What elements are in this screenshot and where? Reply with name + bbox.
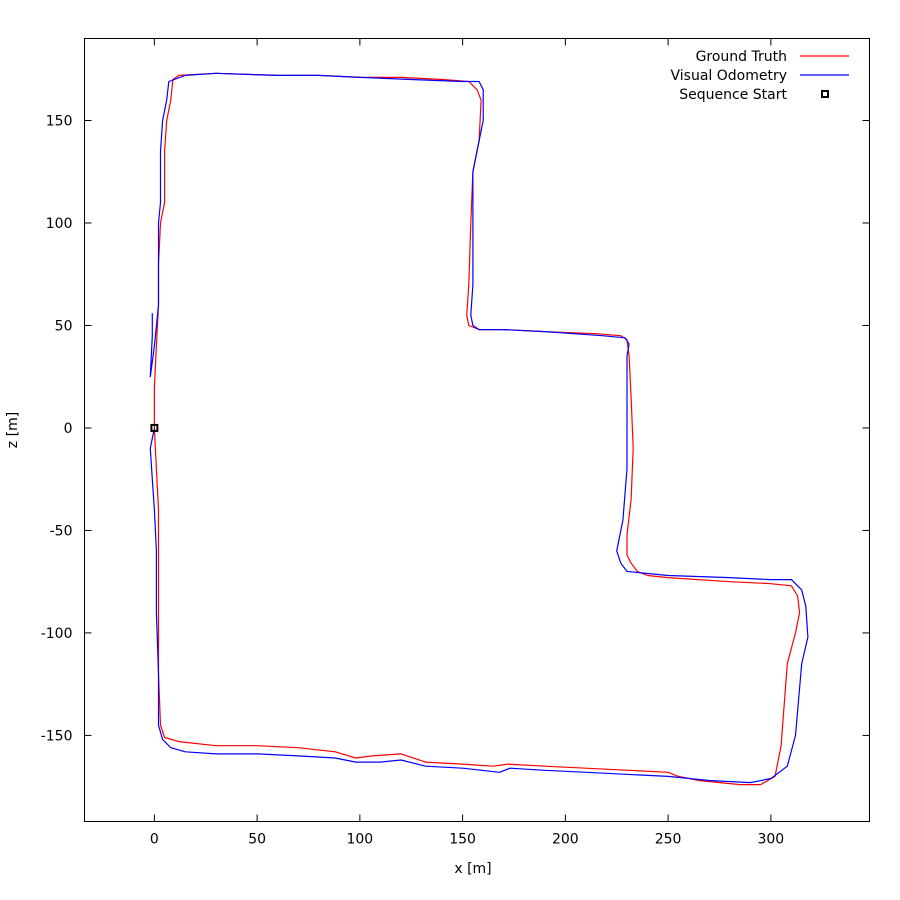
legend-swatch-sequence-start: [821, 90, 829, 98]
series-layer: [149, 72, 809, 786]
x-tick-label: 150: [449, 832, 476, 848]
x-tick-label: 300: [757, 832, 784, 848]
y-tick-label: 100: [46, 216, 73, 232]
x-tick-label: 50: [248, 832, 266, 848]
x-tick-label: 200: [552, 832, 579, 848]
y-tick-label: -50: [50, 523, 73, 539]
plot-frame: [84, 38, 870, 822]
y-tick-label: 150: [46, 113, 73, 129]
x-tick-label: 250: [655, 832, 682, 848]
series-line-visual-odometry: [149, 72, 809, 784]
y-axis-label: z [m]: [5, 412, 21, 448]
x-axis-label: x [m]: [454, 861, 491, 877]
axis-ticks: 0 50 100 150 200 250 300 -150 -100 -50 0 50 100 150: [41, 38, 870, 848]
marker-sequence-start: [150, 423, 159, 432]
y-tick-label: -150: [41, 728, 73, 744]
marker-layer: [150, 423, 159, 432]
x-tick-label: 100: [346, 832, 373, 848]
x-tick-label: 0: [150, 832, 159, 848]
legend-label-ground-truth: Ground Truth: [696, 49, 787, 65]
legend: Ground Truth Visual Odometry Sequence Star…: [671, 49, 849, 103]
y-tick-label: 50: [55, 318, 73, 334]
y-tick-label: 0: [64, 421, 73, 437]
legend-label-visual-odometry: Visual Odometry: [671, 68, 788, 84]
legend-label-sequence-start: Sequence Start: [679, 87, 787, 103]
series-line-ground-truth: [153, 72, 801, 786]
y-tick-label: -100: [41, 626, 73, 642]
